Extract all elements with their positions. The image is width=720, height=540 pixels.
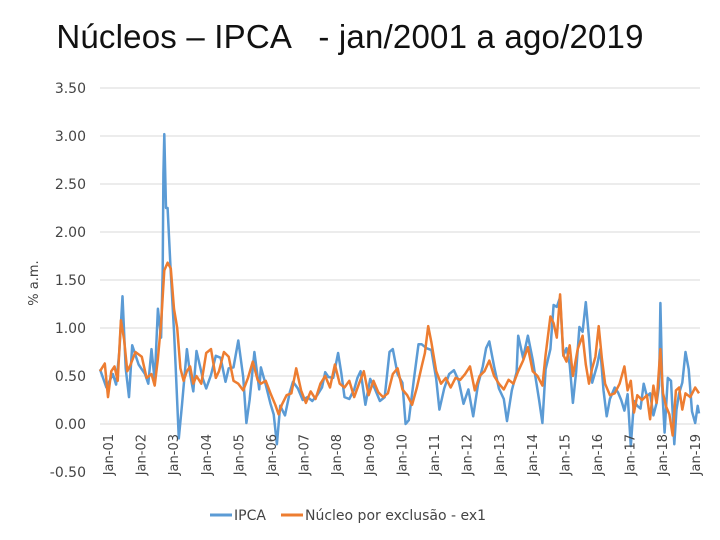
x-tick-label: Jan-09 <box>363 434 378 476</box>
x-tick-label: Jan-17 <box>624 434 639 476</box>
x-tick-label: Jan-04 <box>200 434 215 476</box>
x-tick-label: Jan-16 <box>591 434 606 476</box>
y-tick-label: 0.50 <box>55 369 86 385</box>
series-line-ipca <box>98 132 701 448</box>
x-tick-label: Jan-10 <box>395 434 410 476</box>
y-tick-label: 0.00 <box>55 417 86 433</box>
x-tick-label: Jan-03 <box>167 434 182 476</box>
series-line-nucleo <box>98 261 701 437</box>
y-tick-labels: 3.50 3.00 2.50 2.00 1.50 1.00 0.50 0.00 -0.50 <box>50 81 86 481</box>
x-tick-label: Jan-12 <box>461 434 476 476</box>
x-tick-label: Jan-05 <box>232 434 247 476</box>
x-tick-label: Jan-13 <box>493 434 508 476</box>
y-axis-label: % a.m. <box>27 260 42 305</box>
x-tick-label: Jan-01 <box>102 434 117 476</box>
y-tick-label: 1.00 <box>55 321 86 337</box>
x-tick-label: Jan-18 <box>656 434 671 476</box>
y-tick-label: 2.00 <box>55 225 86 241</box>
y-tick-label: 3.50 <box>55 81 86 97</box>
x-tick-label: Jan-11 <box>428 434 443 476</box>
x-tick-label: Jan-02 <box>135 434 150 476</box>
y-tick-label: -0.50 <box>50 465 86 481</box>
legend-label-ipca: IPCA <box>234 508 266 524</box>
series-lines <box>98 132 701 448</box>
x-tick-label: Jan-19 <box>689 434 704 476</box>
x-tick-label: Jan-07 <box>298 434 313 476</box>
chart-title: Núcleos – IPCA - jan/2001 a ago/2019 <box>56 18 644 55</box>
x-tick-label: Jan-15 <box>558 434 573 476</box>
x-tick-label: Jan-08 <box>330 434 345 476</box>
legend-label-nucleo: Núcleo por exclusão - ex1 <box>305 508 486 524</box>
x-tick-labels: Jan-01 Jan-02 Jan-03 Jan-04 Jan-05 Jan-06 Jan-… <box>102 434 704 476</box>
x-tick-label: Jan-06 <box>265 434 280 476</box>
x-tick-label: Jan-14 <box>526 434 541 476</box>
y-tick-label: 1.50 <box>55 273 86 289</box>
legend: IPCA Núcleo por exclusão - ex1 <box>210 508 486 524</box>
y-tick-label: 3.00 <box>55 129 86 145</box>
y-tick-label: 2.50 <box>55 177 86 193</box>
